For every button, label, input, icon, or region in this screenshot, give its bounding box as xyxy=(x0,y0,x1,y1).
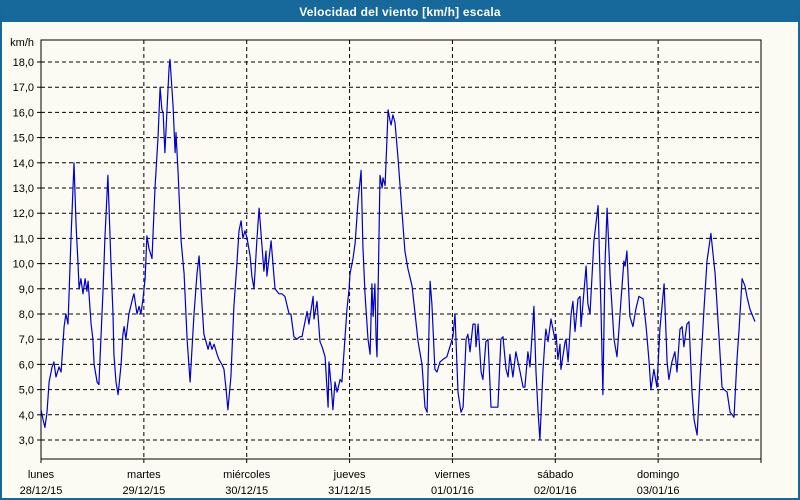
window-title: Velocidad del viento [km/h] escala xyxy=(299,5,501,19)
x-axis-labels: lunes 28/12/15 martes 29/12/15 miércoles 30/1… xyxy=(20,469,680,497)
x-date-label: 03/01/16 xyxy=(637,485,680,497)
x-date-label: 29/12/15 xyxy=(122,485,165,497)
x-day-label: jueves xyxy=(333,469,366,481)
x-day-label: miércoles xyxy=(223,469,271,481)
wind-speed-line xyxy=(40,58,756,441)
x-day-label: sábado xyxy=(537,469,573,481)
y-tick-label: 8,0 xyxy=(19,309,34,321)
y-tick-label: 17,0 xyxy=(13,82,34,94)
x-date-label: 01/01/16 xyxy=(431,485,474,497)
y-tick-label: 7,0 xyxy=(19,334,34,346)
y-tick-label: 10,0 xyxy=(13,259,34,271)
y-tick-label: 4,0 xyxy=(19,410,34,422)
y-tick-label: 18,0 xyxy=(13,57,34,69)
x-day-label: lunes xyxy=(28,469,55,481)
y-tick-label: 9,0 xyxy=(19,284,34,296)
y-tick-label: 16,0 xyxy=(13,107,34,119)
x-date-label: 02/01/16 xyxy=(534,485,577,497)
window-title-bar: Velocidad del viento [km/h] escala xyxy=(2,2,798,22)
y-tick-label: 6,0 xyxy=(19,359,34,371)
y-axis-labels: 18,0 17,0 16,0 15,0 14,0 13,0 12,0 11,0 10,0 9,0 8… xyxy=(10,37,34,447)
wind-speed-series xyxy=(40,58,756,441)
y-tick-label: 3,0 xyxy=(19,435,34,447)
x-day-label: viernes xyxy=(435,469,471,481)
axes xyxy=(37,39,762,463)
y-tick-label: 15,0 xyxy=(13,133,34,145)
y-axis-unit-label: km/h xyxy=(10,37,34,49)
y-tick-label: 12,0 xyxy=(13,208,34,220)
x-date-label: 28/12/15 xyxy=(20,485,63,497)
gridlines xyxy=(41,40,761,459)
y-tick-label: 13,0 xyxy=(13,183,34,195)
x-date-label: 31/12/15 xyxy=(328,485,371,497)
y-tick-label: 14,0 xyxy=(13,158,34,170)
wind-speed-chart-svg: 18,0 17,0 16,0 15,0 14,0 13,0 12,0 11,0 10,0 9,0 8… xyxy=(10,37,762,497)
x-date-label: 30/12/15 xyxy=(225,485,268,497)
x-day-label: martes xyxy=(127,469,161,481)
y-tick-label: 5,0 xyxy=(19,385,34,397)
wind-speed-chart: 18,0 17,0 16,0 15,0 14,0 13,0 12,0 11,0 10,0 9,0 8… xyxy=(2,22,798,498)
x-day-label: domingo xyxy=(637,469,679,481)
y-tick-label: 11,0 xyxy=(13,233,34,245)
